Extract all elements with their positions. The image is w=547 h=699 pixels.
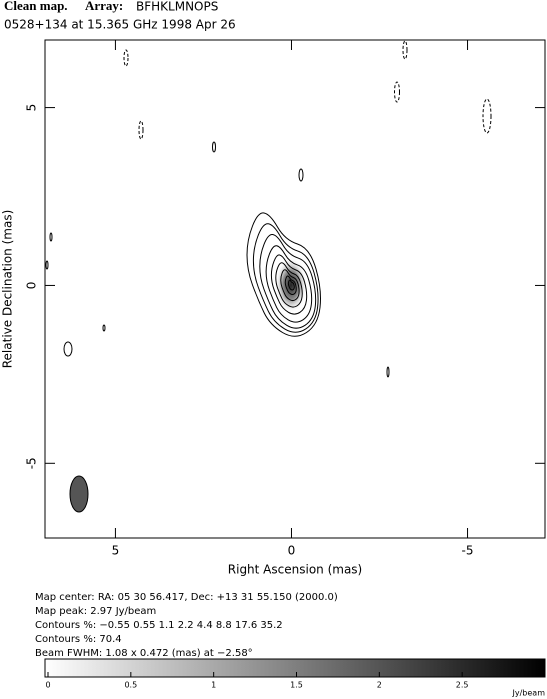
y-tick-label: 5: [25, 104, 39, 112]
x-tick-label: 5: [112, 544, 120, 558]
contour-map: [45, 40, 492, 513]
note: Contours %: −0.55 0.55 1.1 2.2 4.4 8.8 1…: [35, 620, 283, 631]
x-tick-label: 0: [288, 544, 296, 558]
beam: [69, 475, 89, 513]
contour: [284, 275, 297, 296]
colorbar-tick-label: 0: [45, 681, 50, 690]
subtitle: 0528+134 at 15.365 GHz 1998 Apr 26: [4, 18, 236, 32]
note: Map center: RA: 05 30 56.417, Dec: +13 3…: [35, 592, 338, 603]
array: BFHKLMNOPS: [136, 0, 218, 14]
contour: [280, 269, 300, 302]
y-axis-label: Relative Declination (mas): [1, 210, 15, 369]
colorbar-label: Jy/beam: [512, 689, 546, 698]
array-label: Array:: [85, 0, 123, 13]
contour: [287, 279, 295, 291]
y-tick-label: 0: [25, 282, 39, 290]
colorbar-tick-label: 1: [211, 681, 216, 690]
note: Map peak: 2.97 Jy/beam: [35, 606, 156, 617]
note: Beam FWHM: 1.08 x 0.472 (mas) at −2.58°: [35, 648, 253, 659]
colorbar-tick-label: 2.5: [456, 681, 469, 690]
contour: [270, 254, 308, 315]
note: Contours %: 70.4: [35, 634, 122, 645]
colorbar-tick-label: 0.5: [124, 681, 137, 690]
colorbar-tick-label: 2: [377, 681, 382, 690]
contour: [246, 212, 321, 337]
colorbar-tick-label: 1.5: [290, 681, 303, 690]
x-tick-label: -5: [462, 544, 474, 558]
contour: [252, 223, 319, 333]
y-tick-label: -5: [25, 457, 39, 469]
core-emission: [275, 257, 307, 313]
title: Clean map.: [4, 0, 68, 13]
contour: [265, 245, 313, 323]
colorbar: [44, 658, 546, 678]
contour: [259, 234, 317, 329]
contour: [275, 262, 303, 308]
contours: [246, 212, 321, 337]
noise-contours: [45, 40, 492, 378]
x-axis-label: Right Ascension (mas): [228, 563, 362, 577]
